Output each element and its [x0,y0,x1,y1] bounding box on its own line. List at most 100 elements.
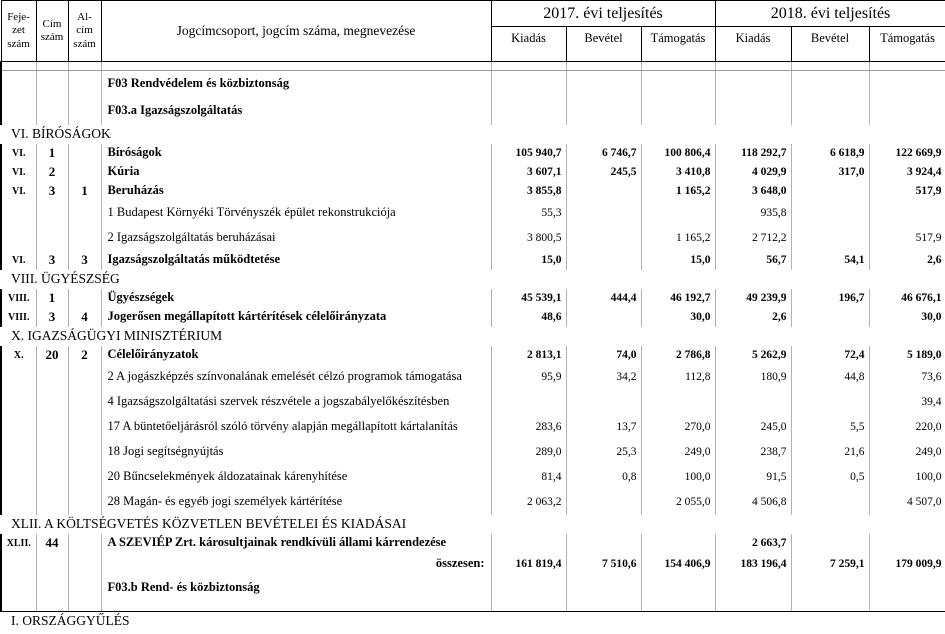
value-cell [641,70,716,98]
value-cell: 1 165,2 [641,181,716,201]
megnevezes-cell: Bíróságok [101,143,492,163]
value-cell [641,533,716,553]
alcim-szam-cell [68,162,102,182]
value-cell [566,200,642,226]
value-cell: 4 029,9 [715,162,792,182]
table-row: 1 Budapest Környéki Törvényszék épület r… [0,200,945,226]
value-cell [566,225,642,251]
value-cell: 0,5 [791,464,870,490]
cim-szam-cell [36,389,69,415]
megnevezes-cell: 2 A jogászképzés színvonalának emelését … [101,364,492,390]
table-row: F03.b Rend- és közbiztonság [0,574,945,602]
cim-szam-cell: 3 [36,307,69,327]
fejezet-szam-cell [0,574,37,602]
value-cell: 21,6 [791,439,870,465]
fejezet-szam-cell [0,97,37,125]
cim-szam-cell: 2 [36,162,69,182]
table-row: VI. 3 1 Beruházás 3 855,8 1 165,2 3 648,0 517,9 [0,181,945,201]
value-cell [566,533,642,553]
value-cell [715,389,792,415]
value-cell [715,574,792,602]
alcim-szam-cell [68,70,102,98]
value-cell: 30,0 [641,307,716,327]
value-cell: 34,2 [566,364,642,390]
value-cell: 317,0 [791,162,870,182]
megnevezes-cell: 1 Budapest Környéki Törvényszék épület r… [101,200,492,226]
value-cell: 73,6 [869,364,945,390]
value-cell [869,574,945,602]
megnevezes-cell: Jogerősen megállapított kártérítések cél… [101,307,492,327]
alcim-szam-cell [68,533,102,553]
alcim-szam-cell [68,97,102,125]
spacer-cell [641,610,716,612]
value-cell: 55,3 [491,200,567,226]
value-cell [566,307,642,327]
megnevezes-cell: 17 A büntetőeljárásról szóló törvény ala… [101,414,492,440]
fejezet-szam-cell [0,225,37,251]
value-cell: 245,5 [566,162,642,182]
value-cell: 3 800,5 [491,225,567,251]
value-cell [641,389,716,415]
value-cell [715,97,792,125]
value-cell: 122 669,9 [869,143,945,163]
cim-szam-cell [36,574,69,602]
megnevezes-cell: 20 Bűncselekmények áldozatainak kárenyhí… [101,464,492,490]
value-cell: 289,0 [491,439,567,465]
fejezet-szam-cell [0,489,37,515]
value-cell: 3 607,1 [491,162,567,182]
section-title: X. IGAZSÁGÜGYI MINISZTÉRIUM [11,328,223,343]
value-cell: 46 676,1 [869,288,945,308]
value-cell: 44,8 [791,364,870,390]
value-cell: 3 410,8 [641,162,716,182]
value-cell: 196,7 [791,288,870,308]
header-bevetel-2018: Bevétel [790,26,870,62]
fejezet-szam-cell: XLII. [0,533,37,553]
cim-szam-cell [36,552,69,575]
table-row: 2 Igazságszolgáltatás beruházásai 3 800,5… [0,225,945,251]
section-row: VI. BÍRÓSÁGOK [1,125,945,144]
section-row: X. IGAZSÁGÜGYI MINISZTÉRIUM [1,327,945,346]
table-row: XLII. 44 A SZEVIÉP Zrt. károsultjainak ren… [0,533,945,553]
spacer-cell [101,610,492,612]
alcim-szam-cell [68,389,102,415]
value-cell: 517,9 [869,225,945,251]
cim-szam-cell [36,439,69,465]
alcim-szam-cell [68,439,102,465]
spacer-cell [68,61,102,71]
value-cell [491,70,567,98]
value-cell: 161 819,4 [491,552,567,575]
header-group-2017: 2017. évi teljesítés [490,0,716,27]
spacer-cell [36,610,69,612]
value-cell: 13,7 [566,414,642,440]
fejezet-szam-cell [0,70,37,98]
cim-szam-cell: 3 [36,181,69,201]
value-cell: 15,0 [641,250,716,270]
spacer-cell [0,61,37,71]
spacer-cell [491,601,567,611]
table-body: F03 Rendvédelem és közbiztonság F03.a Iga… [0,61,945,631]
value-cell: 238,7 [715,439,792,465]
value-cell: 179 009,9 [869,552,945,575]
cim-szam-cell: 44 [36,533,69,553]
cim-szam-cell [36,364,69,390]
fejezet-szam-cell: VI. [0,162,37,182]
value-cell [791,225,870,251]
value-cell: 2 786,8 [641,345,716,365]
value-cell: 15,0 [491,250,567,270]
cim-szam-cell: 1 [36,143,69,163]
header-bevetel-2017: Bevétel [565,26,642,62]
value-cell: 72,4 [791,345,870,365]
value-cell [869,533,945,553]
value-cell: 100 806,4 [641,143,716,163]
table-row: VIII. 1 Ügyészségek 45 539,1 444,4 46 192,7 49… [0,288,945,308]
value-cell: 154 406,9 [641,552,716,575]
value-cell: 49 239,9 [715,288,792,308]
value-cell [791,307,870,327]
spacer-cell [0,601,37,611]
value-cell: 245,0 [715,414,792,440]
spacer-cell [566,610,642,612]
header-kiadas-2018: Kiadás [714,26,792,62]
spacer-row [0,601,945,611]
cim-szam-cell: 3 [36,250,69,270]
